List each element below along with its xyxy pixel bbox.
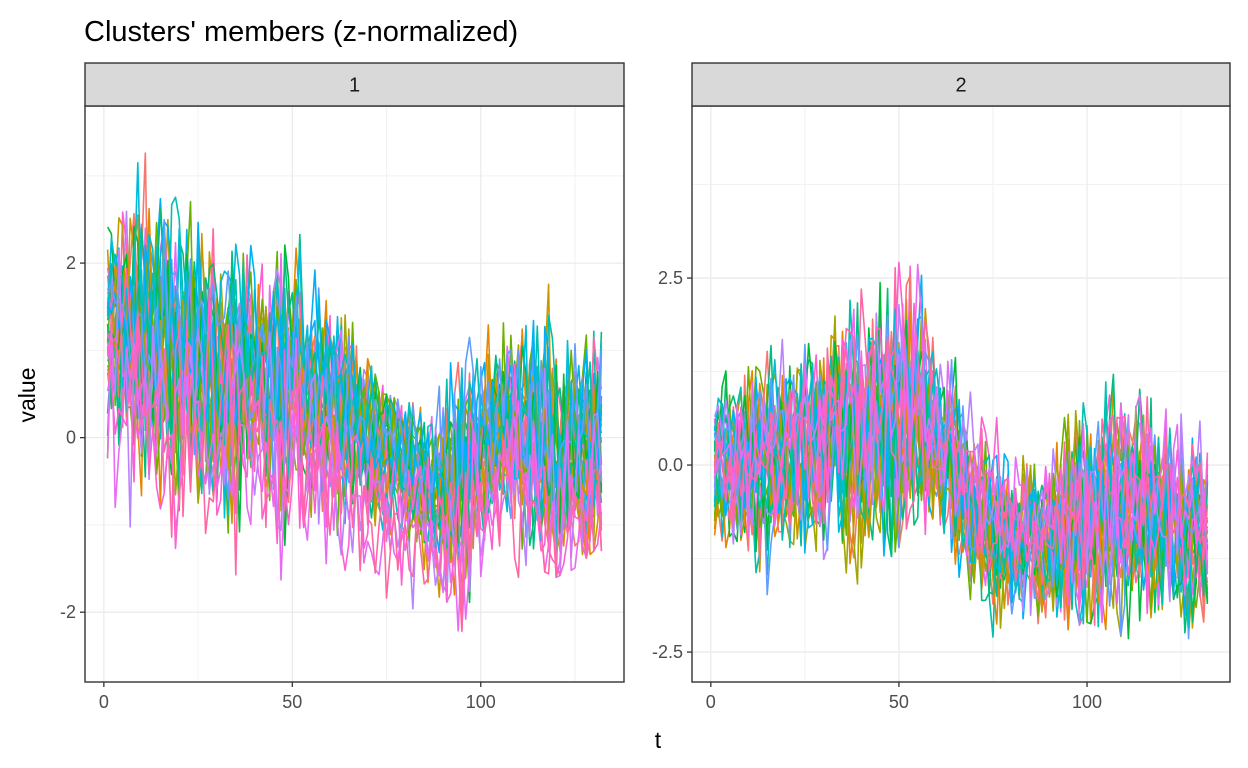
x-axis-title: t — [655, 727, 662, 753]
x-tick-label: 100 — [466, 692, 496, 712]
facet-panel-1: 1 0 50 100 -2 0 2 — [60, 62, 625, 712]
facet-strip-label: 1 — [349, 75, 360, 97]
y-tick-label: -2 — [60, 602, 76, 622]
y-axis-title: value — [14, 368, 40, 423]
x-tick-label: 0 — [99, 692, 109, 712]
x-tick-label: 100 — [1072, 692, 1102, 712]
facet-strip — [84, 62, 625, 107]
facet-panel-2: 2 0 50 100 -2.5 0.0 2.5 — [652, 62, 1231, 712]
series-lines — [713, 261, 1209, 640]
series-line — [713, 261, 1209, 615]
y-tick-label: 0.0 — [658, 455, 683, 475]
y-tick-label: 2 — [66, 253, 76, 273]
y-tick-label: 2.5 — [658, 268, 683, 288]
series-line — [106, 287, 603, 631]
series-lines — [106, 152, 603, 633]
series-line — [713, 319, 1209, 598]
y-tick-label: 0 — [66, 428, 76, 448]
x-tick-label: 0 — [706, 692, 716, 712]
x-tick-label: 50 — [282, 692, 302, 712]
facet-panels: 1 0 50 100 -2 0 2 2 0 50 100 -2.5 0.0 2.5 — [60, 62, 1231, 712]
facet-strip — [691, 62, 1231, 107]
x-tick-label: 50 — [889, 692, 909, 712]
series-line — [106, 267, 603, 633]
y-tick-label: -2.5 — [652, 642, 683, 662]
facet-strip-label: 2 — [955, 75, 966, 97]
chart-title: Clusters' members (z-normalized) — [84, 16, 518, 48]
